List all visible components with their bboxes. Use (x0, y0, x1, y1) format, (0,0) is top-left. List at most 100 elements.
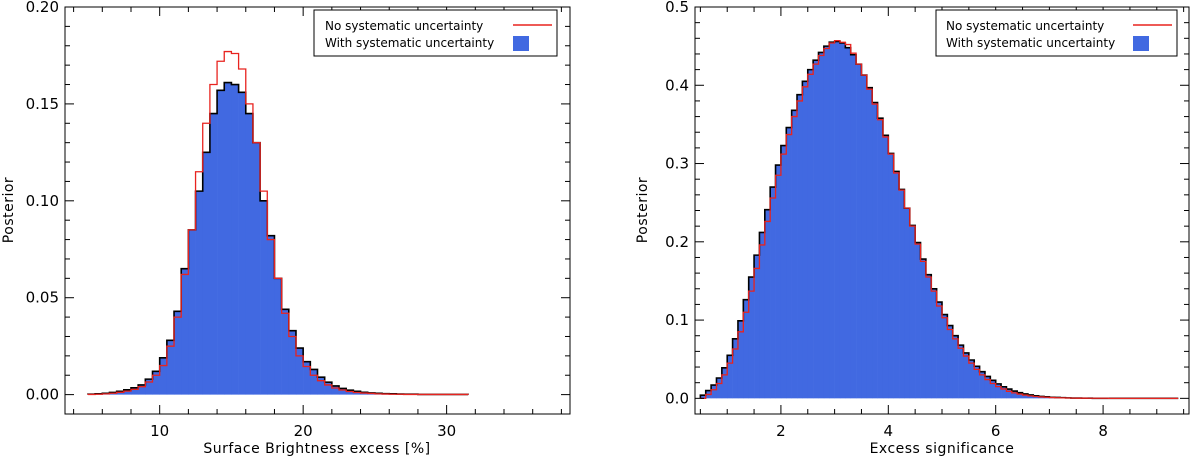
histogram-bar-with-systematic (797, 94, 803, 399)
histogram-bar-with-systematic (231, 84, 239, 395)
y-tick-label: 0.2 (665, 233, 689, 251)
y-axis-label-right: Posterior (635, 177, 651, 243)
histogram-bar-with-systematic (802, 81, 809, 399)
histogram-bar-with-systematic (339, 388, 347, 395)
histogram-bar-with-systematic (152, 371, 160, 395)
y-tick-label: 0.15 (26, 95, 59, 113)
histogram-bar-with-systematic (775, 165, 782, 399)
histogram-bar-with-systematic (274, 278, 282, 395)
histogram-bar-with-systematic (920, 259, 927, 399)
red-histogram-right (700, 40, 1179, 399)
histogram-bar-with-systematic (829, 42, 835, 399)
histogram-bar-with-systematic (759, 232, 766, 399)
histogram-bar-with-systematic (904, 208, 911, 399)
legend-label-no-systematic-left: No systematic uncertainty (325, 19, 483, 33)
histogram-bar-with-systematic (238, 92, 247, 395)
histogram-bar-with-systematic (174, 311, 182, 395)
histogram-bar-with-systematic (159, 357, 168, 395)
x-tick-label: 6 (991, 422, 1001, 440)
y-axis-label-left: Posterior (1, 177, 17, 243)
x-tick-label: 10 (150, 422, 169, 440)
histogram-bar-with-systematic (737, 320, 744, 399)
histogram-bar-with-systematic (1027, 394, 1034, 399)
y-tick-label: 0.4 (665, 76, 689, 94)
histogram-bar-with-systematic (861, 75, 868, 399)
y-tick-label: 0.5 (665, 0, 689, 16)
histogram-bar-with-systematic (780, 145, 787, 399)
histogram-bar-with-systematic (138, 384, 146, 395)
y-tick-label: 0.1 (665, 311, 689, 329)
histogram-line-no-systematic (700, 40, 1179, 399)
histogram-bar-with-systematic (936, 302, 943, 399)
histogram-bar-with-systematic (818, 52, 825, 399)
histogram-bar-with-systematic (181, 268, 189, 395)
histogram-bar-with-systematic (968, 359, 975, 399)
histogram-bar-with-systematic (324, 382, 333, 395)
x-tick-label: 4 (884, 422, 894, 440)
histogram-bar-with-systematic (217, 90, 225, 395)
histogram-line-no-systematic (87, 50, 469, 396)
legend-left: No systematic uncertainty With systemati… (313, 9, 558, 57)
histogram-bar-with-systematic (915, 242, 921, 399)
histogram-bar-with-systematic (764, 209, 771, 399)
histogram-bar-with-systematic (303, 361, 311, 395)
histogram-bar-with-systematic (295, 348, 304, 395)
histogram-bar-with-systematic (224, 82, 232, 395)
x-tick-label: 2 (776, 422, 786, 440)
histogram-bar-with-systematic (823, 46, 830, 399)
histogram-bar-with-systematic (984, 376, 991, 399)
histogram-bar-with-systematic (1011, 391, 1018, 399)
histogram-bar-with-systematic (877, 118, 884, 399)
histogram-bar-with-systematic (995, 383, 1002, 399)
filled-histogram-left (87, 82, 469, 395)
histogram-bar-with-systematic (888, 153, 894, 399)
histogram-bar-with-systematic (845, 47, 852, 399)
histogram-bar-with-systematic (1017, 392, 1023, 399)
histogram-bar-with-systematic (791, 110, 798, 399)
histogram-bar-with-systematic (786, 127, 792, 399)
x-tick-label: 20 (294, 422, 313, 440)
histogram-bar-with-systematic (317, 377, 325, 395)
histogram-bar-with-systematic (872, 102, 878, 399)
histogram-bar-with-systematic (743, 299, 749, 399)
histogram-bar-with-systematic (839, 43, 846, 399)
histogram-bar-with-systematic (188, 229, 196, 395)
histogram-bar-with-systematic (260, 200, 268, 395)
histogram-bar-with-systematic (958, 345, 964, 399)
histogram-bar-with-systematic (813, 60, 819, 399)
left-chart: 0.00 0.05 0.10 0.15 0.20 10 20 30 Surface Brigh… (1, 0, 571, 457)
legend-blue-swatch-left (513, 36, 529, 51)
histogram-bar-with-systematic (727, 355, 733, 399)
histogram-bar-with-systematic (267, 235, 275, 395)
histogram-bar-with-systematic (974, 366, 980, 399)
histogram-bar-with-systematic (963, 352, 970, 399)
histogram-bar-with-systematic (1006, 389, 1013, 399)
x-tick-label: 8 (1098, 422, 1108, 440)
histogram-bar-with-systematic (770, 187, 776, 399)
histogram-bar-with-systematic (979, 371, 986, 399)
histogram-bar-with-systematic (711, 385, 717, 399)
tick-labels-right: 0.0 0.1 0.2 0.3 0.4 0.5 2 4 6 8 (665, 0, 1108, 440)
histogram-bar-with-systematic (834, 41, 841, 399)
histogram-bar-with-systematic (882, 135, 889, 399)
histogram-bar-with-systematic (202, 152, 211, 395)
legend-blue-swatch-right (1133, 36, 1149, 51)
histogram-bar-with-systematic (947, 325, 954, 399)
histogram-bar-with-systematic (166, 340, 175, 395)
histogram-bar-with-systematic (807, 69, 814, 399)
y-tick-label: 0.20 (26, 0, 59, 16)
histogram-bar-with-systematic (310, 369, 318, 395)
histogram-bar-with-systematic (195, 191, 204, 395)
ticks-right (695, 6, 1189, 414)
histogram-bar-with-systematic (931, 288, 937, 399)
histogram-bar-with-systematic (748, 277, 755, 399)
histogram-bar-with-systematic (700, 395, 707, 399)
histogram-bar-with-systematic (1022, 393, 1029, 399)
y-tick-label: 0.05 (26, 289, 59, 307)
histogram-bar-with-systematic (252, 142, 261, 395)
legend-label-no-systematic-right: No systematic uncertainty (946, 19, 1104, 33)
histogram-bar-with-systematic (245, 113, 254, 395)
red-histogram-left (87, 50, 469, 396)
histogram-bar-with-systematic (346, 390, 354, 395)
histogram-bar-with-systematic (856, 64, 862, 399)
